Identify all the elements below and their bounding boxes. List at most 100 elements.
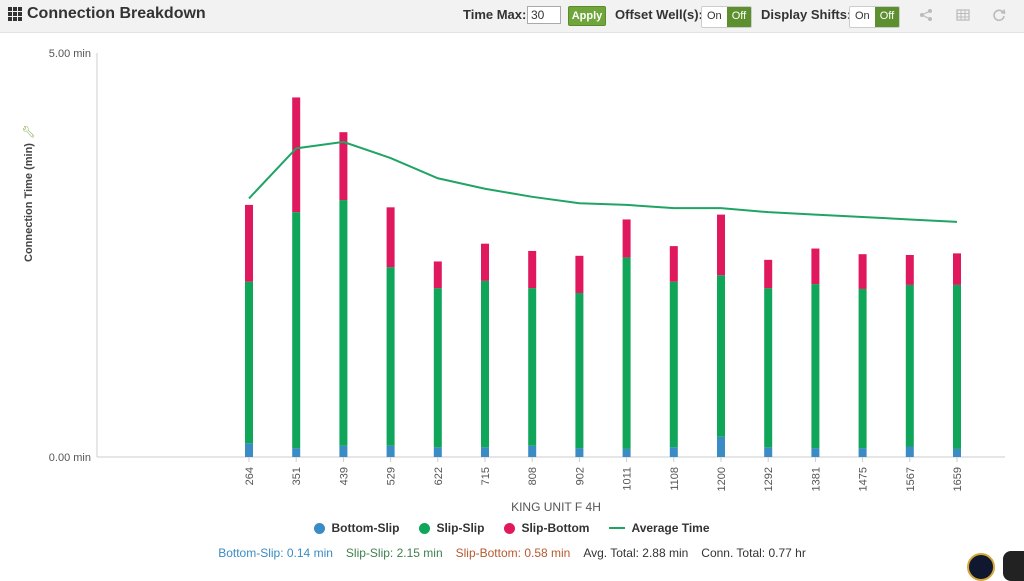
average-time-line[interactable] [248,140,958,223]
bar-bottom-slip-1475[interactable] [858,448,867,457]
bar-slip-bottom-1567[interactable] [905,255,914,285]
bar-bottom-slip-1108[interactable] [669,447,678,457]
bar-slip-bottom-1200[interactable] [717,214,725,276]
bar-slip-bottom-622[interactable] [433,261,442,289]
bar-slip-slip-264[interactable] [245,281,253,444]
chart-header: Connection Breakdown Time Max: Apply Off… [0,0,1024,33]
table-icon[interactable] [955,8,971,24]
slip-slip-dot-icon [419,522,431,534]
chart-title: Connection Breakdown [8,5,206,23]
legend-label: Average Time [631,521,710,535]
stat-slip-slip: Slip-Slip: 2.15 min [345,546,443,560]
x-tick-label: 1011 [622,467,634,491]
bar-bottom-slip-902[interactable] [575,448,584,457]
bar-slip-bottom-1011[interactable] [622,219,631,258]
stat-conn-total: Conn. Total: 0.77 hr [701,546,806,560]
display-shifts-on[interactable]: On [850,7,875,27]
legend-slip-bottom[interactable]: Slip-Bottom [504,521,589,535]
bar-bottom-slip-1200[interactable] [717,436,725,457]
bar-bottom-slip-439[interactable] [339,445,348,457]
display-shifts-label: Display Shifts: [761,7,852,22]
x-tick-label: 1475 [858,467,870,491]
bar-slip-bottom-264[interactable] [245,204,253,282]
bar-slip-slip-1475[interactable] [858,288,867,449]
bar-slip-bottom-1381[interactable] [811,248,820,285]
bar-bottom-slip-529[interactable] [386,445,395,457]
y-axis-title-wrap: Connection Time (min) 🔧︎ [19,125,37,262]
time-max-input[interactable] [527,6,561,24]
legend-slip-slip[interactable]: Slip-Slip [419,521,484,535]
share-icon[interactable] [918,8,934,24]
legend-label: Slip-Bottom [521,521,590,535]
stat-avg-total: Avg. Total: 2.88 min [583,546,689,560]
average-line-icon [609,527,626,529]
offset-wells-toggle[interactable]: On Off [701,6,753,28]
bar-slip-bottom-1108[interactable] [669,246,678,282]
y-tick-max: 5.00 min [49,48,91,60]
bar-slip-slip-1567[interactable] [905,284,914,447]
bar-slip-bottom-351[interactable] [292,97,301,213]
x-tick-label: 351 [291,467,303,485]
bar-slip-slip-622[interactable] [433,288,442,448]
bar-slip-slip-439[interactable] [339,200,348,446]
bar-slip-bottom-1292[interactable] [764,259,773,289]
bar-bottom-slip-1659[interactable] [953,448,961,457]
bar-bottom-slip-1381[interactable] [811,448,820,457]
bar-slip-slip-1200[interactable] [717,275,725,437]
bar-slip-slip-1011[interactable] [622,257,631,449]
bar-bottom-slip-1567[interactable] [905,446,914,457]
bar-slip-slip-529[interactable] [386,267,395,446]
stat-bottom-slip: Bottom-Slip: 0.14 min [218,546,333,560]
wrench-icon[interactable]: 🔧︎ [21,126,36,139]
x-tick-label: 902 [574,467,586,485]
bar-slip-slip-715[interactable] [481,280,489,448]
title-text: Connection Breakdown [27,5,206,22]
bar-slip-slip-1108[interactable] [669,281,678,448]
legend-label: Bottom-Slip [331,521,400,535]
x-tick-label: 264 [244,467,256,485]
offset-wells-off[interactable]: Off [726,7,752,27]
apply-button[interactable]: Apply [568,6,606,26]
y-axis-title: Connection Time (min) [23,143,35,262]
display-shifts-toggle[interactable]: On Off [849,6,901,28]
bottom-slip-dot-icon [314,522,326,534]
x-tick-label: 1200 [716,467,728,491]
bar-slip-bottom-902[interactable] [575,255,584,293]
grid-menu-icon[interactable] [8,7,22,21]
bar-slip-bottom-1659[interactable] [953,253,961,285]
bar-bottom-slip-351[interactable] [292,448,301,457]
bar-slip-slip-902[interactable] [575,292,584,449]
bar-slip-bottom-439[interactable] [339,132,348,201]
offset-wells-on[interactable]: On [702,7,727,27]
bar-slip-slip-1381[interactable] [811,284,820,449]
legend-bottom-slip[interactable]: Bottom-Slip [314,521,399,535]
x-tick-label: 1292 [763,467,775,491]
x-tick-label: 1108 [669,467,681,491]
bar-bottom-slip-808[interactable] [528,445,537,457]
chat-widget-button[interactable] [1003,551,1024,581]
bar-slip-bottom-808[interactable] [528,250,537,289]
offset-wells-label: Offset Well(s): [615,7,703,22]
refresh-icon[interactable] [991,8,1007,24]
bar-bottom-slip-715[interactable] [481,447,489,457]
chart-area: 5.00 min 0.00 min 264 351 439 529 622 715 808 9… [49,48,1005,514]
bar-bottom-slip-622[interactable] [433,447,442,457]
assistant-avatar[interactable] [967,553,995,581]
bar-slip-bottom-715[interactable] [481,243,489,281]
x-tick-label: 808 [527,467,539,485]
bar-slip-bottom-529[interactable] [386,207,395,268]
bar-bottom-slip-1292[interactable] [764,447,773,457]
bar-slip-slip-1292[interactable] [764,288,773,448]
x-tick-label: 1567 [905,467,917,491]
bar-bottom-slip-1011[interactable] [622,448,631,457]
bar-slip-bottom-1475[interactable] [858,254,867,289]
bar-bottom-slip-264[interactable] [245,443,253,457]
x-tick-label: 715 [480,467,492,485]
x-tick-label: 529 [386,467,398,485]
display-shifts-off[interactable]: Off [874,7,900,27]
bar-slip-slip-1659[interactable] [953,284,961,449]
bar-slip-slip-351[interactable] [292,212,301,449]
bar-slip-slip-808[interactable] [528,288,537,446]
x-tick-label: 439 [338,467,350,485]
legend-average-time[interactable]: Average Time [609,521,710,535]
